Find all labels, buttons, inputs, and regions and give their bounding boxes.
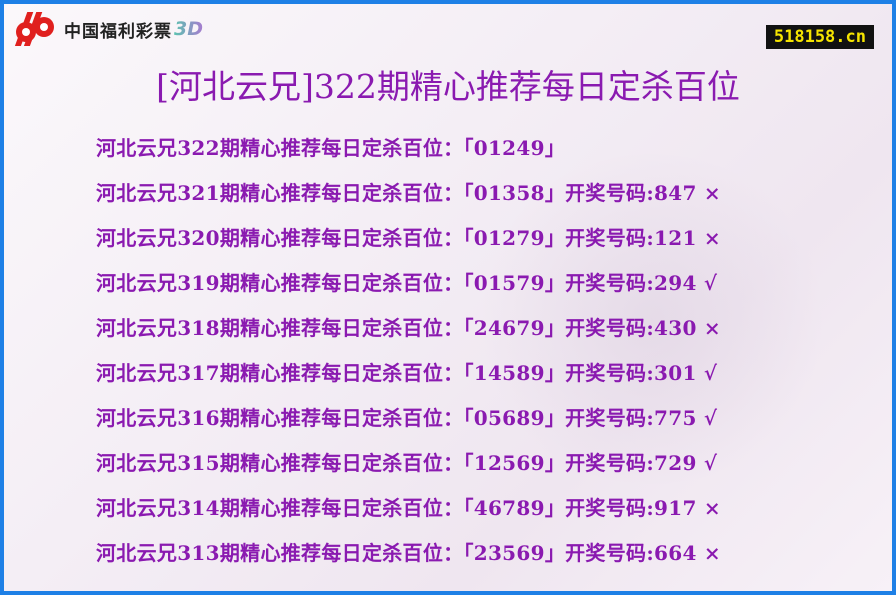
list-item: 河北云兄316期精心推荐每日定杀百位：「05689」开奖号码:775 √ [96,406,718,430]
recommendation-list: 河北云兄322期精心推荐每日定杀百位：「01249」 河北云兄321期精心推荐每… [96,132,721,582]
lottery-logo: 中国福利彩票 3D [12,10,203,48]
welfare-lottery-logo-icon [14,12,54,46]
list-item: 河北云兄318期精心推荐每日定杀百位：「24679」开奖号码:430 × [96,316,721,340]
list-item: 河北云兄317期精心推荐每日定杀百位：「14589」开奖号码:301 √ [96,361,718,385]
logo-3d: 3D [174,18,203,40]
list-item: 河北云兄313期精心推荐每日定杀百位：「23569」开奖号码:664 × [96,541,721,565]
background-decoration [472,154,832,484]
list-item: 河北云兄322期精心推荐每日定杀百位：「01249」 [96,136,566,160]
list-item: 河北云兄314期精心推荐每日定杀百位：「46789」开奖号码:917 × [96,496,721,520]
page-title: [河北云兄]322期精心推荐每日定杀百位 [156,67,740,106]
site-badge: 518158.cn [765,25,874,49]
list-item: 河北云兄319期精心推荐每日定杀百位：「01579」开奖号码:294 √ [96,271,718,295]
logo-text: 中国福利彩票 [64,21,172,42]
list-item: 河北云兄321期精心推荐每日定杀百位：「01358」开奖号码:847 × [96,181,721,205]
list-item: 河北云兄320期精心推荐每日定杀百位：「01279」开奖号码:121 × [96,226,721,250]
list-item: 河北云兄315期精心推荐每日定杀百位：「12569」开奖号码:729 √ [96,451,718,475]
